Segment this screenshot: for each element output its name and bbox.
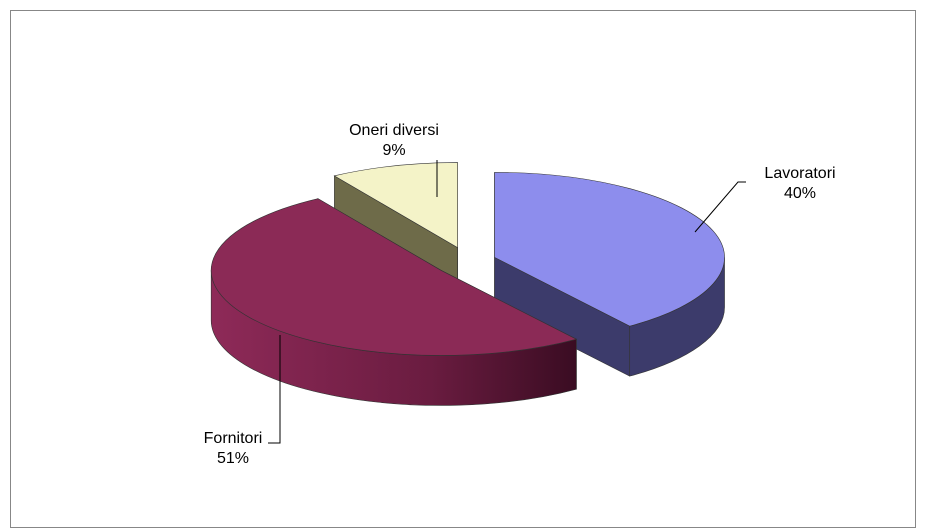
leader-line-lavoratori: [694, 181, 746, 233]
data-label-value-oneri-diversi: 9%: [382, 142, 405, 159]
data-label-name-fornitori: Fornitori: [204, 430, 263, 447]
chart-frame: [10, 10, 916, 528]
slice-top-fornitori: [210, 198, 578, 356]
data-label-value-lavoratori: 40%: [784, 185, 816, 202]
slice-top-oneri-diversi: [333, 162, 458, 249]
slice-lavoratori: [494, 172, 725, 377]
data-label-value-fornitori: 51%: [217, 450, 249, 467]
data-label-name-oneri-diversi: Oneri diversi: [349, 122, 439, 139]
slice-fornitori: [210, 198, 578, 406]
data-label-name-lavoratori: Lavoratori: [764, 165, 835, 182]
slice-top-lavoratori: [494, 172, 725, 327]
leader-line-fornitori: [268, 335, 281, 444]
